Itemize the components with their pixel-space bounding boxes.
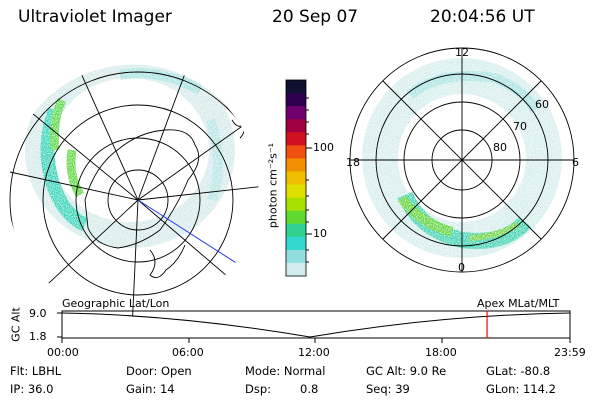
altitude-xtick-1800: 18:00 [425, 346, 457, 359]
colorbar-segment [286, 145, 306, 159]
instrument-title: Ultraviolet Imager [18, 7, 172, 27]
seq-info: Seq: 39 [366, 382, 410, 396]
mlt-label-0: 0 [458, 261, 465, 274]
colorbar-segment [286, 119, 306, 133]
gain-info: Gain: 14 [126, 382, 175, 396]
mlat-mlt-map [349, 47, 575, 273]
filter-info: Flt: LBHL [10, 364, 62, 378]
ip-info: IP: 36.0 [10, 382, 54, 396]
colorbar-tick-10: 10 [313, 227, 327, 240]
time-label: 20:04:56 UT [430, 7, 535, 27]
altitude-xtick-1200: 12:00 [298, 346, 330, 359]
door-info: Door: Open [126, 364, 192, 378]
intensity-colorbar [286, 80, 306, 277]
altitude-xtick-0600: 06:00 [172, 346, 204, 359]
magnetic-grid [349, 47, 575, 273]
dsp-info-value: 0.8 [300, 382, 319, 396]
colorbar-segment [286, 197, 306, 212]
altitude-xtick-0000: 00:00 [47, 346, 79, 359]
colorbar-tick-100: 100 [313, 141, 334, 154]
altitude-ytick-bottom: 1.8 [29, 330, 47, 343]
altitude-ytick-top: 9.0 [29, 307, 47, 320]
colorbar-segment [286, 223, 306, 238]
colorbar-segment [286, 80, 306, 94]
colorbar-unit-label: photon cm⁻²s⁻¹ [266, 142, 280, 229]
colorbar-segment [286, 158, 306, 172]
colorbar-segment [286, 171, 306, 186]
colorbar-segment [286, 249, 306, 264]
mode-info: Mode: Normal [245, 364, 326, 378]
mlt-label-18: 18 [346, 156, 360, 169]
colorbar-segment [286, 106, 306, 120]
colorbar-ticks [306, 97, 312, 263]
altitude-curve [61, 312, 571, 338]
geographic-map [7, 64, 259, 316]
glon-info: GLon: 114.2 [486, 382, 556, 396]
mlat-label-60: 60 [535, 98, 549, 111]
dsp-info-label: Dsp: [245, 382, 272, 396]
glat-info: GLat: -80.8 [486, 364, 551, 378]
mlt-label-6: 6 [572, 156, 579, 169]
mlt-label-12: 12 [455, 46, 469, 59]
date-label: 20 Sep 07 [272, 7, 359, 27]
altitude-xtick-2359: 23:59 [554, 346, 586, 359]
gcalt-info: GC Alt: 9.0 Re [366, 364, 447, 378]
geographic-graticule [9, 64, 259, 316]
magnetic-caption: Apex MLat/MLT [477, 297, 560, 310]
colorbar-segment [286, 236, 306, 251]
mlat-label-80: 80 [493, 141, 507, 154]
colorbar-segment [286, 93, 306, 107]
altitude-ylabel: GC Alt [9, 307, 23, 342]
colorbar-segment [286, 184, 306, 199]
colorbar-segment [286, 262, 306, 277]
altitude-plot [57, 310, 571, 343]
colorbar-segment [286, 132, 306, 146]
geographic-caption: Geographic Lat/Lon [62, 297, 170, 310]
colorbar-segment [286, 210, 306, 225]
mlat-label-70: 70 [513, 120, 527, 133]
